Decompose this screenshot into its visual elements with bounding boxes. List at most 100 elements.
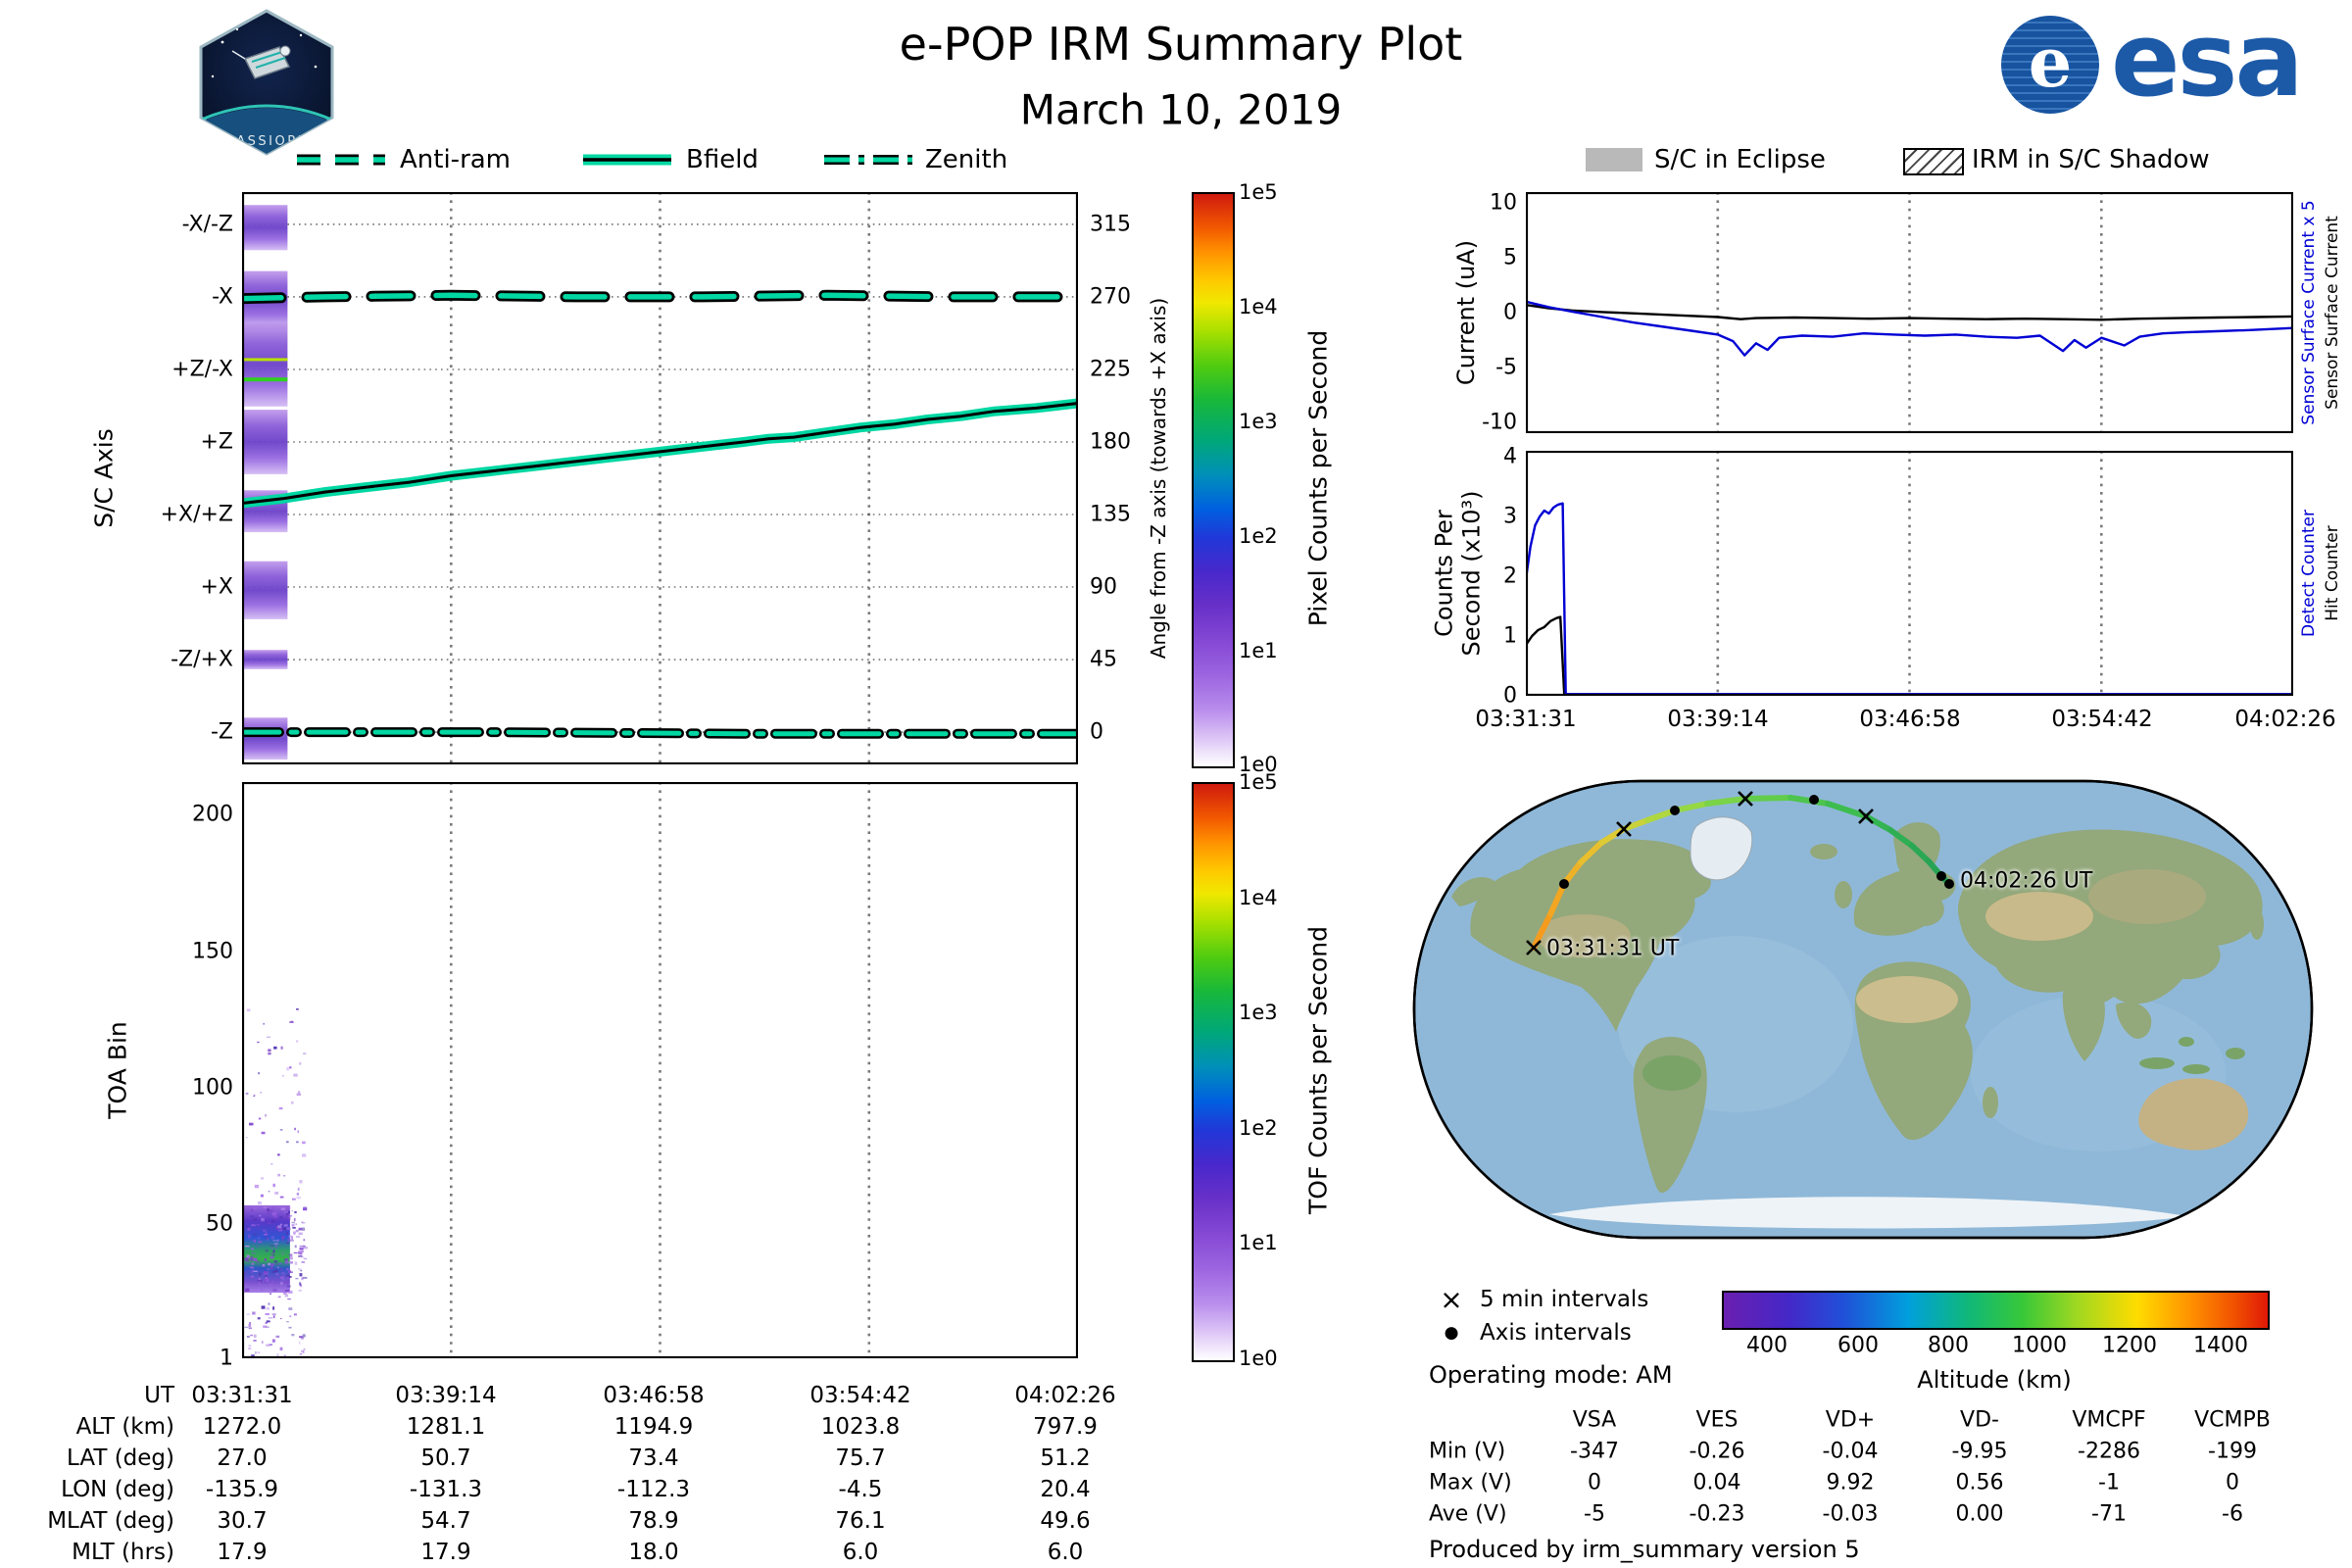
esa-wordmark: esa bbox=[2111, 0, 2304, 120]
tof-colorbar-tick: 1e2 bbox=[1239, 1116, 1278, 1140]
current-tick-label: 10 bbox=[1490, 190, 1517, 216]
ephemeris-cell: 1023.8 bbox=[820, 1414, 901, 1440]
current-tick-label: 0 bbox=[1503, 300, 1517, 325]
pixel-colorbar-tick: 1e4 bbox=[1239, 295, 1278, 318]
ephemeris-cell: -131.3 bbox=[409, 1477, 483, 1502]
zenith-legend-swatch bbox=[824, 155, 912, 165]
ephemeris-cell: 73.4 bbox=[628, 1446, 679, 1471]
pixel-colorbar-tick: 1e0 bbox=[1239, 753, 1278, 776]
voltage-cell: 0 bbox=[2226, 1470, 2239, 1495]
voltage-row-label: Ave (V) bbox=[1429, 1501, 1507, 1527]
sc-axis-tick-label: +Z bbox=[200, 429, 233, 455]
pixel-counts-colorbar-label: Pixel Counts per Second bbox=[1303, 329, 1333, 627]
angle-tick-label: 270 bbox=[1090, 284, 1131, 310]
angle-tick-label: 180 bbox=[1090, 429, 1131, 455]
angle-axis-label: Angle from -Z axis (towards +X axis) bbox=[1147, 297, 1170, 660]
toa-tick-label: 1 bbox=[220, 1346, 233, 1371]
ephemeris-cell: 49.6 bbox=[1040, 1508, 1091, 1534]
voltage-cell: -0.03 bbox=[1822, 1501, 1879, 1527]
eclipse-legend-swatch bbox=[1586, 148, 1642, 172]
sc-axis-plot bbox=[242, 192, 1078, 764]
sc-axis-ylabel: S/C Axis bbox=[89, 428, 119, 528]
voltage-cell: -1 bbox=[2098, 1470, 2120, 1495]
footer-version-label: Produced by irm_summary version 5 bbox=[1429, 1536, 1860, 1563]
counts-ylabel-line2: Second (x10³) bbox=[1457, 490, 1485, 657]
ephemeris-cell: 1194.9 bbox=[613, 1414, 694, 1440]
bfield-legend-swatch bbox=[583, 154, 671, 166]
pixel-colorbar-tick: 1e2 bbox=[1239, 524, 1278, 548]
ephemeris-row-label: ALT (km) bbox=[75, 1414, 174, 1440]
pixel-colorbar-tick: 1e5 bbox=[1239, 180, 1278, 204]
voltage-row-label: Max (V) bbox=[1429, 1470, 1512, 1495]
ephemeris-cell: 04:02:26 bbox=[1014, 1383, 1116, 1408]
anti-ram-legend-label: Anti-ram bbox=[400, 145, 512, 174]
tof-colorbar-tick: 1e1 bbox=[1239, 1231, 1278, 1254]
toa-tick-label: 200 bbox=[192, 802, 233, 827]
angle-tick-label: 225 bbox=[1090, 357, 1131, 382]
counts-tick-label: 1 bbox=[1503, 623, 1517, 649]
angle-tick-label: 0 bbox=[1090, 719, 1103, 745]
voltage-column-header: VSA bbox=[1572, 1407, 1617, 1433]
toa-tick-label: 100 bbox=[192, 1075, 233, 1101]
sc-axis-tick-label: -Z/+X bbox=[171, 647, 233, 672]
ephemeris-row-label: MLAT (deg) bbox=[47, 1508, 174, 1534]
voltage-cell: 0.04 bbox=[1692, 1470, 1741, 1495]
page-date: March 10, 2019 bbox=[1019, 85, 1343, 134]
ephemeris-cell: 6.0 bbox=[1047, 1540, 1084, 1565]
voltage-column-header: VES bbox=[1695, 1407, 1739, 1433]
tof-counts-colorbar-label: TOF Counts per Second bbox=[1303, 926, 1333, 1214]
toa-bin-ylabel: TOA Bin bbox=[103, 1021, 132, 1119]
voltage-cell: -347 bbox=[1570, 1439, 1619, 1464]
time-tick-label: 03:54:42 bbox=[2051, 707, 2153, 732]
altitude-tick-label: 400 bbox=[1746, 1333, 1788, 1358]
pixel-colorbar-tick: 1e1 bbox=[1239, 639, 1278, 662]
altitude-tick-label: 1200 bbox=[2102, 1333, 2157, 1358]
toa-tick-label: 50 bbox=[206, 1211, 233, 1237]
ephemeris-cell: 03:31:31 bbox=[191, 1383, 293, 1408]
voltage-cell: -0.04 bbox=[1822, 1439, 1879, 1464]
ephemeris-cell: 78.9 bbox=[628, 1508, 679, 1534]
counts-ylabel-line1: Counts Per bbox=[1430, 510, 1458, 637]
angle-tick-label: 45 bbox=[1090, 647, 1117, 672]
altitude-colorbar-label: Altitude (km) bbox=[1917, 1366, 2072, 1394]
zenith-legend-label: Zenith bbox=[925, 145, 1008, 174]
voltage-column-header: VMCPF bbox=[2072, 1407, 2146, 1433]
ephemeris-cell: 1281.1 bbox=[406, 1414, 486, 1440]
ephemeris-cell: -112.3 bbox=[616, 1477, 691, 1502]
esa-e-glyph: e bbox=[2028, 21, 2073, 103]
cassiope-label: CASSIOPE bbox=[225, 134, 309, 149]
sc-axis-tick-label: +X/+Z bbox=[160, 502, 233, 527]
tof-colorbar-tick: 1e3 bbox=[1239, 1001, 1278, 1024]
sensor-surface-current-line bbox=[1526, 303, 2293, 321]
operating-mode-label: Operating mode: AM bbox=[1429, 1361, 1673, 1389]
bfield-legend-label: Bfield bbox=[686, 145, 759, 174]
counts-ylabel: Counts Per Second (x10³) bbox=[1430, 490, 1485, 657]
voltage-cell: -9.95 bbox=[1951, 1439, 2008, 1464]
sensor-surface-current-x-5-line bbox=[1526, 300, 2293, 357]
ephemeris-cell: 50.7 bbox=[420, 1446, 471, 1471]
counts-tick-label: 3 bbox=[1503, 504, 1517, 529]
zenith-line bbox=[242, 729, 1078, 737]
voltage-column-header: VD- bbox=[1960, 1407, 1999, 1433]
ephemeris-cell: 03:46:58 bbox=[603, 1383, 705, 1408]
current-tick-label: 5 bbox=[1503, 245, 1517, 270]
voltage-cell: 9.92 bbox=[1826, 1470, 1875, 1495]
ephemeris-row-label: MLT (hrs) bbox=[72, 1540, 174, 1565]
time-tick-label: 03:31:31 bbox=[1475, 707, 1577, 732]
voltage-cell: 0.00 bbox=[1955, 1501, 2004, 1527]
voltage-column-header: VCMPB bbox=[2194, 1407, 2271, 1433]
altitude-tick-label: 800 bbox=[1928, 1333, 1969, 1358]
eclipse-legend-label: S/C in Eclipse bbox=[1654, 145, 1826, 174]
ephemeris-cell: 54.7 bbox=[420, 1508, 471, 1534]
ephemeris-row-label: UT bbox=[144, 1383, 174, 1408]
tof-colorbar-tick: 1e0 bbox=[1239, 1347, 1278, 1370]
voltage-cell: 0 bbox=[1588, 1470, 1601, 1495]
counts-tick-label: 2 bbox=[1503, 564, 1517, 589]
ephemeris-row-label: LON (deg) bbox=[61, 1477, 174, 1502]
sensor-current-label: Sensor Surface Current bbox=[2323, 216, 2342, 410]
axis-interval-marker-icon: ● bbox=[1444, 1323, 1459, 1343]
ephemeris-cell: 17.9 bbox=[217, 1540, 268, 1565]
satellite-icon bbox=[231, 45, 291, 79]
toa-bin-plot bbox=[242, 782, 1078, 1358]
